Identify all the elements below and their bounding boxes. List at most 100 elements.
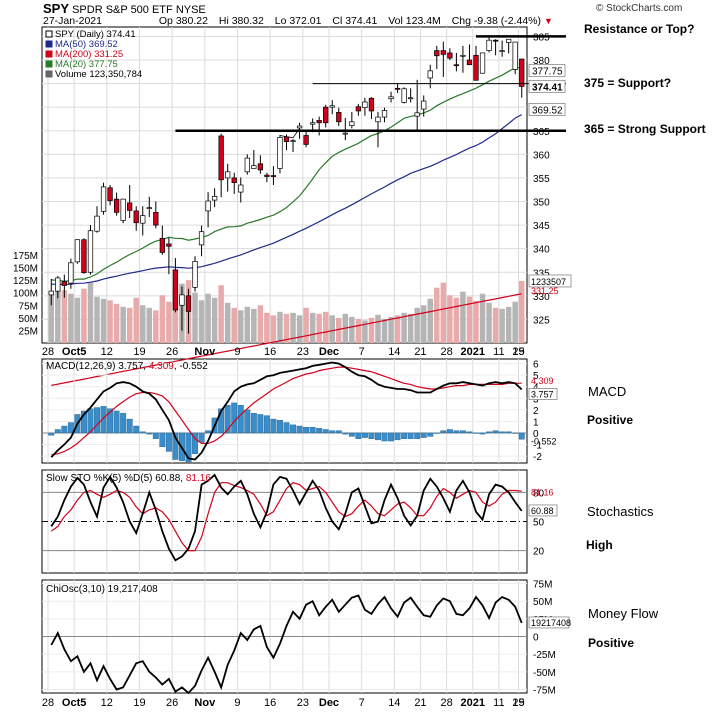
x-tick-label-top: 28 — [42, 346, 54, 358]
volume-bar — [133, 297, 139, 343]
price-tag: 374.41 — [532, 82, 563, 93]
macd-histogram-bar — [342, 432, 349, 435]
volume-bar — [492, 307, 499, 343]
candle-body — [329, 105, 335, 108]
volume-bar — [388, 316, 394, 343]
chi-tag-box — [528, 616, 570, 629]
price-tick-label: 345 — [533, 221, 550, 232]
candle-body — [499, 50, 505, 52]
macd-signal-line — [51, 366, 522, 456]
chi-tick-label: -50M — [533, 668, 556, 679]
volume-tag: 1233507 — [531, 277, 566, 287]
chi-tag: 19217408 — [531, 618, 571, 628]
candle-body — [74, 239, 81, 263]
macd-tick-label: 1 — [533, 417, 539, 428]
annotation-moneyflow-state: Positive — [588, 636, 635, 650]
macd-histogram-bar — [329, 430, 336, 434]
volume-bar — [434, 287, 440, 343]
change-value: Chg -9.38 (-2.44%) — [451, 15, 542, 27]
macd-histogram-bar — [296, 425, 303, 434]
macd-legend-part: MACD(12,26,9) 3.757, — [46, 361, 149, 372]
stoch-legend-part: Slow STO %K(5) %D(5) 60.88, — [46, 473, 186, 484]
candle-body — [257, 163, 263, 171]
candle-body — [355, 106, 362, 112]
macd-histogram-bar — [290, 424, 296, 434]
volume-bar — [460, 291, 466, 343]
price-tag: 377.75 — [532, 67, 563, 78]
price-tick-label: 365 — [533, 127, 550, 138]
macd-histogram-bar — [394, 432, 401, 441]
candle-body — [342, 132, 348, 135]
volume-bar — [303, 307, 309, 343]
macd-histogram-bar — [205, 430, 212, 434]
x-tick-label-bottom: 26 — [166, 697, 178, 709]
stoch-legend-part: 81.16 — [186, 473, 211, 484]
x-tick-label-bottom: 2021 — [460, 697, 484, 709]
candle-body — [185, 295, 192, 312]
macd-histogram-bar — [446, 429, 453, 434]
volume-bar — [224, 302, 231, 343]
volume-bar — [159, 295, 166, 343]
candle-body — [68, 262, 74, 284]
macd-histogram-bar — [459, 430, 466, 434]
legend-entry: MA(20) 377.75 — [55, 59, 118, 70]
volume-bar — [153, 310, 159, 343]
x-tick-label-bottom: 21 — [414, 697, 426, 709]
volume-bar — [231, 307, 237, 343]
x-tick-label-top: 21 — [414, 346, 426, 358]
macd-histogram-bar — [159, 432, 166, 448]
volume-bar — [55, 287, 61, 343]
volume-bar — [198, 300, 205, 343]
macd-signal-tag: 4.309 — [531, 376, 554, 386]
candle-body — [486, 39, 492, 51]
candle-body — [368, 97, 375, 112]
candle-body — [408, 97, 414, 100]
price-tick-label: 335 — [533, 268, 550, 279]
candle-body — [375, 116, 381, 123]
candle-body — [453, 64, 460, 67]
candle-body — [283, 136, 290, 142]
ma200-line — [51, 293, 522, 386]
x-tick-label-bottom: 19 — [133, 697, 145, 709]
volume-bar — [296, 315, 303, 343]
volume-bar — [238, 310, 244, 343]
candle-body — [166, 243, 172, 247]
annotation-stoch-state: High — [586, 538, 613, 552]
volume-bar — [126, 307, 133, 343]
volume-tag-box — [528, 274, 572, 288]
x-tick-label-top: 26 — [166, 346, 178, 358]
candle-body — [519, 58, 525, 87]
stoch-tick-label: 80 — [533, 488, 545, 499]
macd-hist-tag: -0.552 — [531, 436, 557, 446]
macd-tag: 3.757 — [531, 390, 554, 400]
candle-body — [153, 212, 159, 226]
candle-body — [506, 38, 512, 43]
chi-tick-label: 50M — [533, 597, 552, 608]
x-tick-label-bottom: 23 — [297, 697, 309, 709]
volume-bar — [309, 312, 316, 343]
legend-swatch — [45, 70, 53, 78]
macd-histogram-bar — [250, 413, 257, 434]
change-down-icon: ▼ — [543, 16, 553, 26]
volume-tick-label: 25M — [19, 326, 38, 337]
candle-body — [218, 135, 224, 181]
macd-histogram-bar — [375, 432, 381, 441]
x-tick-label-bottom: 12 — [101, 697, 113, 709]
candle-body — [48, 290, 54, 296]
exchange: NYSE — [175, 4, 206, 16]
macd-histogram-bar — [427, 432, 434, 437]
volume-bar — [87, 282, 94, 343]
candle-body — [381, 110, 388, 118]
price-tick-label: 355 — [533, 174, 550, 185]
stoch-d-line — [50, 482, 522, 552]
volume-bar — [277, 311, 283, 343]
macd-tick-label: -2 — [533, 452, 542, 463]
macd-histogram-bar — [473, 432, 479, 434]
volume-bar — [453, 297, 460, 343]
chi-tick-label: -75M — [533, 685, 556, 696]
volume-bar — [336, 317, 342, 343]
volume-bar — [329, 315, 335, 343]
volume-bar — [394, 315, 401, 343]
macd-histogram-bar — [231, 402, 238, 434]
candle-body — [296, 125, 303, 129]
